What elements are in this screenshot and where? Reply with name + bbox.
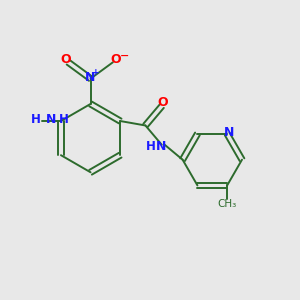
Text: +: + <box>92 68 100 76</box>
Text: O: O <box>61 53 71 66</box>
Text: O: O <box>110 53 121 66</box>
Text: O: O <box>157 96 168 109</box>
Text: N: N <box>46 113 56 126</box>
Text: −: − <box>119 51 129 61</box>
Text: H: H <box>146 140 155 153</box>
Text: N: N <box>156 140 166 153</box>
Text: N: N <box>85 71 96 84</box>
Text: H: H <box>59 113 69 126</box>
Text: CH₃: CH₃ <box>218 199 237 209</box>
Text: H: H <box>31 113 41 126</box>
Text: N: N <box>224 126 235 139</box>
